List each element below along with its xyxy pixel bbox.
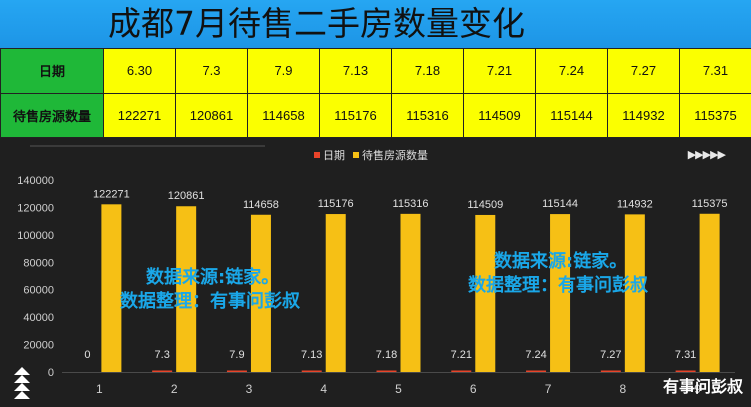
table-row-dates: 日期 6.30 7.3 7.9 7.13 7.18 7.21 7.24 7.27… [0, 48, 751, 94]
x-tick-label: 8 [619, 382, 626, 396]
bar-count [550, 214, 571, 372]
x-tick-label: 7 [545, 382, 552, 396]
bar-count [400, 213, 421, 372]
table-cell-count: 114509 [463, 92, 536, 138]
data-table: 日期 6.30 7.3 7.9 7.13 7.18 7.21 7.24 7.27… [0, 48, 751, 138]
bar-count [176, 206, 197, 372]
legend-swatch-date [314, 152, 320, 158]
page-title: 成都7月待售二手房数量变化 [108, 4, 525, 43]
table-cell-date: 7.27 [607, 48, 680, 94]
watermark-author-line: 数据整理：有事问彭叔 [120, 291, 300, 312]
bar-date [226, 370, 247, 372]
y-tick-label: 0 [48, 367, 54, 379]
y-tick-label: 120000 [17, 202, 54, 214]
table-cell-date: 7.13 [319, 48, 392, 94]
bar-date [600, 370, 621, 372]
data-label-count: 120861 [168, 190, 205, 202]
data-label-date: 0 [84, 349, 90, 361]
x-tick-label: 1 [96, 382, 103, 396]
title-bar: 成都7月待售二手房数量变化 [0, 0, 751, 48]
data-label-count: 115144 [542, 198, 578, 210]
table-cell-count: 114658 [247, 92, 320, 138]
data-label-count: 115316 [393, 198, 429, 210]
bar-date [675, 370, 696, 372]
legend-swatch-count [353, 152, 359, 158]
table-cell-count: 122271 [103, 92, 176, 138]
table-cell-date: 7.18 [391, 48, 464, 94]
bar-chart: 0 20000 40000 60000 80000 100000 120000 140000 1… [17, 145, 735, 396]
data-label-date: 7.18 [376, 349, 397, 361]
y-tick-label: 40000 [23, 312, 54, 324]
watermark-right: 数据来源:链家。 数据整理：有事问彭叔 [468, 250, 648, 298]
watermark-source-line: 数据来源:链家。 [146, 267, 280, 288]
row-header-date: 日期 [0, 48, 104, 94]
bar-count [624, 214, 645, 372]
data-label-date: 7.27 [600, 349, 621, 361]
data-label-date: 7.9 [229, 349, 244, 361]
data-label-date: 7.31 [675, 349, 696, 361]
up-arrows-icon [14, 367, 30, 399]
y-tick-label: 80000 [23, 257, 54, 269]
bar-count [699, 213, 720, 372]
data-label-count: 114509 [467, 199, 503, 211]
legend-item-date[interactable]: 日期 [314, 147, 345, 163]
bar-date [376, 370, 397, 372]
data-label-count: 115176 [318, 198, 354, 210]
x-tick-label: 3 [246, 382, 253, 396]
data-label-date: 7.3 [155, 349, 170, 361]
table-cell-date: 7.3 [175, 48, 248, 94]
table-cell-date: 6.30 [103, 48, 176, 94]
data-label-date: 7.21 [451, 349, 472, 361]
watermark-author-line: 数据整理：有事问彭叔 [468, 275, 648, 296]
y-tick-label: 140000 [17, 175, 54, 187]
data-label-date: 7.13 [301, 349, 322, 361]
bar-count [250, 214, 271, 372]
bar-date [526, 370, 547, 372]
y-tick-label: 20000 [23, 340, 54, 352]
table-cell-date: 7.9 [247, 48, 320, 94]
x-tick-label: 4 [320, 382, 327, 396]
legend-label-date: 日期 [323, 149, 345, 162]
bar-count [325, 214, 346, 372]
table-cell-count: 115316 [391, 92, 464, 138]
legend-label-count: 待售房源数量 [362, 149, 428, 162]
bar-count [101, 204, 122, 372]
data-label-date: 7.24 [525, 349, 546, 361]
data-label-count: 114932 [617, 198, 653, 210]
chart-panel: 0 20000 40000 60000 80000 100000 120000 140000 1… [0, 138, 751, 407]
x-tick-label: 9 [694, 382, 701, 396]
data-label-count: 114658 [243, 199, 279, 211]
bar-date [451, 370, 472, 372]
bar-count [475, 214, 496, 372]
bar-date [301, 370, 322, 372]
data-label-count: 115375 [692, 198, 728, 210]
table-cell-count: 115176 [319, 92, 392, 138]
table-row-counts: 待售房源数量 122271 120861 114658 115176 11531… [0, 92, 751, 138]
table-cell-count: 115375 [679, 92, 751, 138]
row-header-count: 待售房源数量 [0, 92, 104, 138]
scroll-arrows-icon[interactable]: ▶▶▶▶▶ [687, 148, 726, 161]
data-label-count: 122271 [93, 188, 130, 200]
table-cell-date: 7.21 [463, 48, 536, 94]
table-cell-count: 114932 [607, 92, 680, 138]
x-tick-label: 6 [470, 382, 477, 396]
y-tick-label: 100000 [17, 230, 54, 242]
legend-item-count[interactable]: 待售房源数量 [353, 147, 428, 163]
table-cell-date: 7.31 [679, 48, 751, 94]
table-cell-count: 115144 [535, 92, 608, 138]
x-tick-label: 5 [395, 382, 402, 396]
bar-date [152, 370, 173, 372]
chart-legend: 日期 待售房源数量 [314, 148, 428, 162]
x-tick-label: 2 [171, 382, 178, 396]
y-tick-label: 60000 [23, 285, 54, 297]
corner-logo: 有事问彭叔 [662, 377, 743, 396]
table-cell-count: 120861 [175, 92, 248, 138]
table-cell-date: 7.24 [535, 48, 608, 94]
watermark-source-line: 数据来源:链家。 [494, 251, 628, 272]
watermark-left: 数据来源:链家。 数据整理：有事问彭叔 [120, 266, 300, 314]
